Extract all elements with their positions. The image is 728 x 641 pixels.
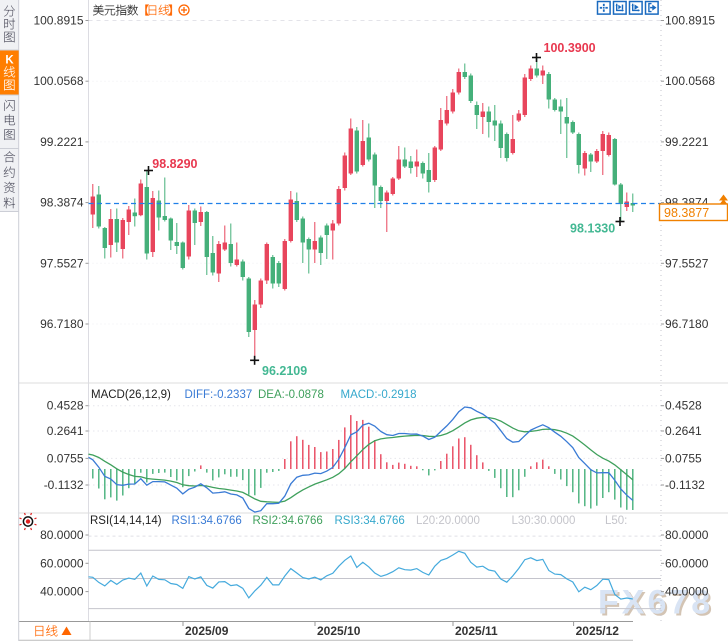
svg-text:99.2221: 99.2221: [40, 135, 84, 149]
svg-text:98.1330: 98.1330: [570, 222, 615, 236]
svg-text:60.0000: 60.0000: [40, 556, 84, 570]
svg-text:99.2221: 99.2221: [665, 135, 709, 149]
svg-text:100.0568: 100.0568: [665, 74, 715, 88]
svg-text:40.0000: 40.0000: [40, 585, 84, 599]
svg-text:RSI1:34.6766: RSI1:34.6766: [172, 515, 242, 527]
svg-text:80.0000: 80.0000: [665, 528, 709, 542]
svg-text:96.2109: 96.2109: [262, 364, 307, 378]
svg-text:100.3900: 100.3900: [544, 41, 596, 55]
svg-text:97.5527: 97.5527: [40, 256, 84, 270]
svg-text:L20:20.0000: L20:20.0000: [416, 515, 480, 527]
svg-text:FX678: FX678: [600, 586, 715, 624]
svg-text:DIFF:-0.2337: DIFF:-0.2337: [185, 389, 253, 401]
svg-text:2025/10: 2025/10: [317, 624, 361, 638]
svg-text:100.8915: 100.8915: [33, 14, 83, 28]
svg-text:RSI(14,14,14): RSI(14,14,14): [90, 515, 162, 527]
svg-text:60.0000: 60.0000: [665, 556, 709, 570]
svg-text:96.7180: 96.7180: [40, 317, 84, 331]
svg-text:RSI3:34.6766: RSI3:34.6766: [335, 515, 405, 527]
svg-text:100.8915: 100.8915: [665, 14, 715, 28]
svg-text:MACD(26,12,9): MACD(26,12,9): [91, 389, 171, 401]
svg-text:40.0000: 40.0000: [665, 585, 709, 599]
svg-text:2025/09: 2025/09: [185, 624, 229, 638]
svg-text:96.7180: 96.7180: [665, 317, 709, 331]
svg-text:0.0755: 0.0755: [665, 451, 702, 465]
svg-text:0.2641: 0.2641: [665, 424, 702, 438]
svg-text:-0.1132: -0.1132: [665, 478, 705, 492]
svg-text:100.0568: 100.0568: [33, 74, 83, 88]
svg-text:-0.1132: -0.1132: [44, 478, 84, 492]
svg-text:FX678: FX678: [598, 584, 713, 622]
svg-text:RSI2:34.6766: RSI2:34.6766: [253, 515, 323, 527]
svg-text:0.4528: 0.4528: [665, 399, 702, 413]
svg-text:98.3877: 98.3877: [664, 206, 709, 220]
svg-text:0.2641: 0.2641: [47, 424, 84, 438]
svg-text:MACD:-0.2918: MACD:-0.2918: [341, 389, 417, 401]
svg-text:80.0000: 80.0000: [40, 528, 84, 542]
svg-text:98.3874: 98.3874: [40, 196, 84, 210]
svg-text:L30:30.0000: L30:30.0000: [512, 515, 576, 527]
svg-text:K: K: [5, 55, 14, 67]
svg-text:DEA:-0.0878: DEA:-0.0878: [258, 389, 324, 401]
svg-text:97.5527: 97.5527: [665, 256, 709, 270]
svg-text:0.4528: 0.4528: [47, 399, 84, 413]
svg-text:L50:: L50:: [605, 515, 627, 527]
svg-text:0.0755: 0.0755: [47, 451, 84, 465]
svg-text:2025/11: 2025/11: [455, 624, 498, 638]
svg-text:2025/12: 2025/12: [576, 624, 620, 638]
svg-text:98.8290: 98.8290: [152, 157, 197, 171]
